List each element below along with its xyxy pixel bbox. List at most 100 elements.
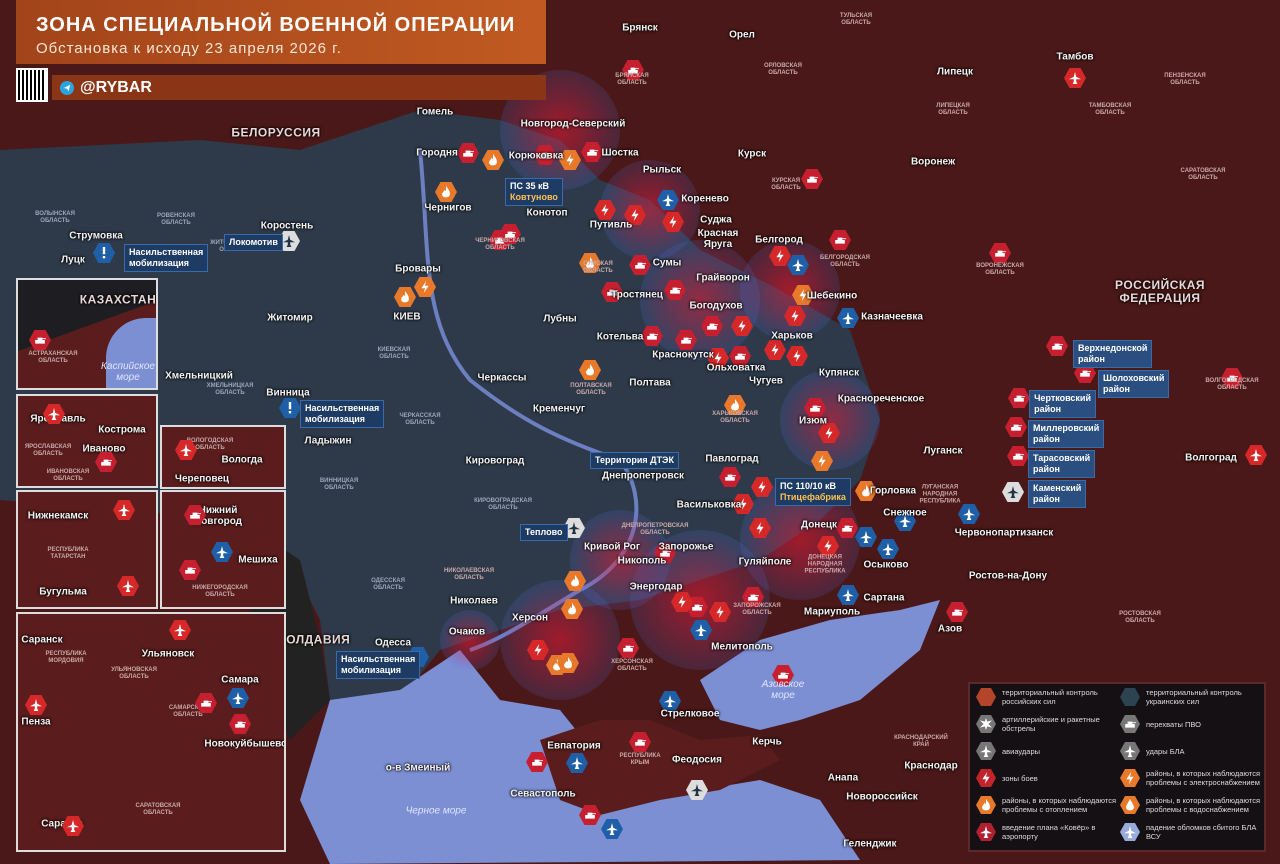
- region-label: РЕСПУБЛИКА МОРДОВИЯ: [45, 651, 87, 664]
- city-label: Винница: [266, 387, 310, 399]
- heating-problem-icon: [394, 287, 416, 307]
- sea-label: Черное море: [405, 805, 467, 817]
- region-label: САМАРСКАЯ ОБЛАСТЬ: [168, 705, 208, 718]
- info-callout[interactable]: Чертковский район: [1029, 390, 1096, 418]
- legend-label: территориальный контроль украинских сил: [1146, 688, 1242, 706]
- city-label: о-в Змеиный: [385, 762, 451, 774]
- power-outage-icon: [811, 451, 833, 471]
- drone-strike-icon: [690, 620, 712, 640]
- airstrike-icon: [976, 742, 996, 760]
- region-label: ВИННИЦКАЯ ОБЛАСТЬ: [319, 478, 359, 491]
- region-label: ЯРОСЛАВСКАЯ ОБЛАСТЬ: [24, 444, 72, 457]
- city-label: Осыково: [863, 559, 909, 571]
- ukrainian-control-hex: [1120, 688, 1140, 706]
- city-label: Краснокутск: [652, 349, 714, 361]
- city-label: Ладыжин: [304, 435, 352, 447]
- artillery-icon: [1005, 417, 1027, 437]
- country-label: МОЛДАВИЯ: [275, 632, 351, 647]
- info-callout[interactable]: Локомотив: [224, 233, 283, 251]
- info-callout[interactable]: Насильственная мобилизация: [336, 651, 421, 679]
- artillery-icon: [526, 752, 548, 772]
- drone-strike-icon: [877, 539, 899, 559]
- region-label: БЕЛГОРОДСКАЯ ОБЛАСТЬ: [820, 255, 870, 268]
- air-defense-icon: [1120, 715, 1140, 733]
- region-label: ЗАПОРОЖСКАЯ ОБЛАСТЬ: [733, 603, 781, 616]
- artillery-icon: [664, 280, 686, 300]
- city-label: Севастополь: [510, 788, 576, 800]
- info-callout[interactable]: Насильственная мобилизация: [124, 244, 209, 272]
- airport-carpet-plan-icon: [1245, 445, 1267, 465]
- artillery-icon: [229, 714, 251, 734]
- legend-label: введение плана «Ковёр» в аэропорту: [1002, 823, 1096, 841]
- legend-item: районы, в которых наблюдаются проблемы с…: [1120, 796, 1265, 814]
- info-callout[interactable]: Территория ДТЭК: [590, 452, 679, 469]
- heating-problem-icon: [855, 481, 877, 501]
- callout-line1: Территория ДТЭК: [595, 455, 674, 465]
- callout-line2: район: [1033, 434, 1060, 444]
- artillery-icon: [179, 560, 201, 580]
- region-label: СУМСКАЯ ОБЛАСТЬ: [583, 261, 613, 274]
- legend-label: районы, в которых наблюдаются проблемы с…: [1002, 796, 1117, 814]
- callout-line1: Насильственная: [129, 247, 204, 257]
- city-label: Харьков: [771, 330, 813, 342]
- artillery-icon: [675, 330, 697, 350]
- combat-zone-icon: [749, 518, 771, 538]
- callout-line2: район: [1034, 404, 1062, 414]
- info-callout[interactable]: Тарасовский район: [1028, 450, 1096, 478]
- region-label: КРАСНОДАРСКИЙ КРАЙ: [894, 735, 948, 748]
- artillery-icon: [601, 282, 623, 302]
- artillery-icon: [729, 346, 751, 366]
- drone-strike-icon: [566, 753, 588, 773]
- region-label: РЕСПУБЛИКА ТАТАРСТАН: [47, 547, 89, 560]
- region-label: РЕСПУБЛИКА КРЫМ: [619, 753, 661, 766]
- crimea: [540, 720, 780, 815]
- drone-strike-icon: [855, 527, 877, 547]
- qr-code[interactable]: [16, 68, 48, 102]
- info-callout[interactable]: ПС 35 кВ Ковтуново: [505, 178, 563, 206]
- legend-item: перехваты ПВО: [1120, 715, 1265, 733]
- brand-link[interactable]: @RYBAR: [52, 75, 546, 100]
- info-callout[interactable]: Шолоховский район: [1098, 370, 1170, 398]
- region-label: ХЕРСОНСКАЯ ОБЛАСТЬ: [611, 659, 653, 672]
- city-label: Коростень: [260, 220, 314, 232]
- region-label: ТУЛЬСКАЯ ОБЛАСТЬ: [839, 13, 873, 26]
- drone-debris-icon: [1120, 823, 1140, 841]
- city-label: Шостка: [601, 147, 639, 159]
- drone-strike-icon: [958, 504, 980, 524]
- power-outage-icon: [559, 150, 581, 170]
- legend-label: перехваты ПВО: [1146, 719, 1201, 729]
- info-callout[interactable]: Верхнедонской район: [1073, 340, 1153, 368]
- city-label: Горловка: [869, 485, 917, 497]
- region-label: ТАМБОВСКАЯ ОБЛАСТЬ: [1088, 103, 1132, 116]
- city-label: Липецк: [937, 66, 973, 78]
- legend-label: удары БЛА: [1146, 746, 1185, 756]
- artillery-icon: [195, 693, 217, 713]
- combat-zone-icon: [786, 346, 808, 366]
- drone-strike-icon: [227, 688, 249, 708]
- combat-zone-icon: [817, 536, 839, 556]
- info-callout[interactable]: Миллеровский район: [1028, 420, 1105, 448]
- callout-line2: Ковтуново: [510, 192, 558, 202]
- region-label: НИЖЕГОРОДСКАЯ ОБЛАСТЬ: [192, 585, 248, 598]
- city-label: Каспийское море: [101, 361, 155, 383]
- city-label: Никополь: [617, 555, 667, 567]
- city-label: КАЗАХСТАН: [79, 292, 157, 307]
- info-callout[interactable]: Каменский район: [1028, 480, 1087, 508]
- airport-carpet-plan-icon: [976, 823, 996, 841]
- artillery-icon: [579, 805, 601, 825]
- city-label: Кострома: [98, 424, 146, 436]
- callout-line2: район: [1033, 464, 1060, 474]
- airport-carpet-plan-icon: [1064, 68, 1086, 88]
- combat-zone-icon: [784, 306, 806, 326]
- info-callout[interactable]: Теплово: [520, 524, 568, 541]
- city-label: Феодосия: [672, 754, 722, 766]
- info-callout[interactable]: ПС 110/10 кВ Птицефабрика: [775, 478, 851, 506]
- city-label: Астрахань: [28, 390, 81, 391]
- city-label: Брянск: [622, 22, 658, 34]
- heating-problem-icon: [579, 360, 601, 380]
- legend-label: падение обломков сбитого БЛА ВСУ: [1146, 823, 1257, 841]
- info-callout[interactable]: Насильственная мобилизация: [300, 400, 385, 428]
- heating-problem-icon: [435, 182, 457, 202]
- callout-line2: Птицефабрика: [780, 492, 846, 502]
- city-label: Орел: [729, 29, 755, 41]
